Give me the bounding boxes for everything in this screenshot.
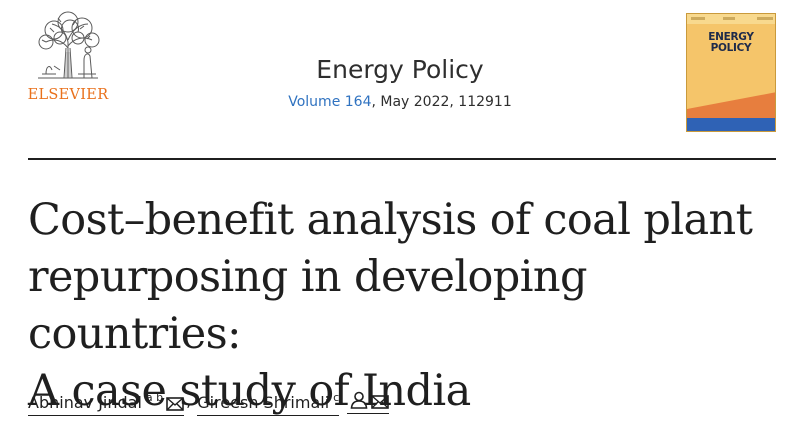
author-link-shrimali[interactable]: Gireesh Shrimali c [197,391,340,416]
mail-icon [371,395,390,409]
journal-title-link[interactable]: Energy Policy [316,55,484,84]
email-author-link[interactable] [368,391,390,414]
cover-artwork [687,14,775,131]
title-line-1: Cost–benefit analysis of coal plant [28,195,753,245]
author-affiliations: c [333,391,340,404]
issue-info: , May 2022, 112911 [371,94,512,110]
journal-info: Energy Policy Volume 164, May 2022, 1129… [220,54,580,112]
corresponding-author-link[interactable] [347,391,369,414]
publisher-logo[interactable]: ELSEVIER [24,8,112,108]
author-name: Gireesh Shrimali [197,393,330,412]
author-separator: , [186,391,192,410]
mail-icon [166,397,184,411]
article-header: ELSEVIER Energy Policy Volume 164, May 2… [0,0,790,160]
header-divider [28,158,776,160]
author-affiliations: a b [145,391,164,404]
journal-cover-image[interactable]: ENERGY POLICY [686,13,776,132]
volume-link[interactable]: Volume 164 [288,94,372,110]
elsevier-tree-icon [38,11,100,79]
author-list: Abhinav Jindal a b, Gireesh Shrimali c [28,391,390,421]
article-title: Cost–benefit analysis of coal plant repur… [28,192,783,420]
author-name: Abhinav Jindal [28,393,142,412]
journal-volume-info: Volume 164, May 2022, 112911 [220,92,580,112]
cover-title: ENERGY POLICY [708,31,754,54]
title-line-2: repurposing in developing countries: [28,252,587,359]
person-icon [350,391,368,409]
title-line-3: A case study of India [28,366,471,416]
author-link-jindal[interactable]: Abhinav Jindal a b [28,391,185,416]
publisher-name: ELSEVIER [27,87,109,103]
